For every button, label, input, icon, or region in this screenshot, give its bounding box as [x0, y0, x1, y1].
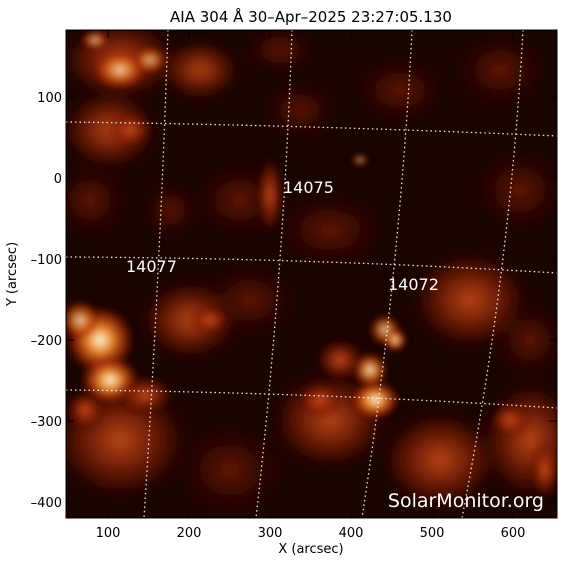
- x-tick-label: 100: [96, 526, 121, 541]
- solarmonitor-watermark: SolarMonitor.org: [388, 490, 544, 512]
- region-label-14072: 14072: [388, 275, 439, 294]
- y-tick-label: 100: [37, 91, 62, 106]
- x-tick-label: 500: [420, 526, 445, 541]
- x-tick-label: 200: [177, 526, 202, 541]
- x-tick-label: 600: [501, 526, 526, 541]
- y-tick-label: 0: [54, 172, 62, 187]
- solar-image: 14075 14077 14072 SolarMonitor.org: [66, 30, 557, 518]
- y-tick-label: –100: [31, 253, 62, 268]
- region-label-14077: 14077: [126, 257, 177, 276]
- y-axis: [66, 96, 557, 503]
- plot-frame: [65, 29, 558, 519]
- region-label-14075: 14075: [283, 178, 334, 197]
- y-tick-label: –200: [31, 334, 62, 349]
- y-tick-label: –300: [31, 415, 62, 430]
- heliographic-grid: [66, 30, 557, 518]
- x-tick-label: 300: [258, 526, 283, 541]
- x-axis-title: X (arcsec): [278, 542, 343, 557]
- x-axis: [107, 30, 514, 518]
- figure-title: AIA 304 Å 30–Apr–2025 23:27:05.130: [170, 7, 452, 26]
- y-tick-label: –400: [31, 496, 62, 511]
- y-axis-title: Y (arcsec): [5, 242, 20, 307]
- x-tick-label: 400: [339, 526, 364, 541]
